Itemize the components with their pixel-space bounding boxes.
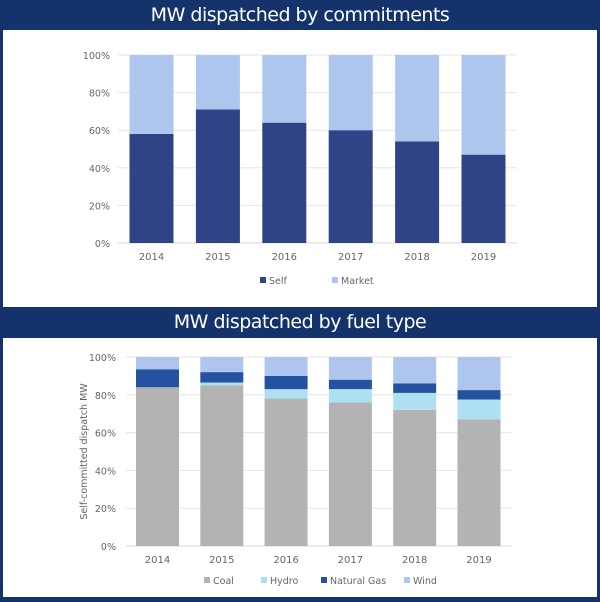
x-tick-label: 2019 (466, 555, 491, 566)
y-tick-label: 100% (83, 51, 110, 62)
bar-market-2019 (461, 55, 506, 155)
bar-wind-2017 (328, 357, 372, 380)
bar-natural-gas-2015 (200, 372, 244, 383)
legend-label-market: Market (341, 276, 374, 287)
bar-hydro-2017 (328, 389, 372, 403)
legend-swatch-self (260, 277, 266, 283)
bar-hydro-2019 (457, 399, 501, 420)
chart-2-title: MW dispatched by fuel type (173, 311, 427, 333)
legend-swatch-natural-gas (321, 577, 327, 583)
x-tick-label: 2017 (338, 555, 363, 566)
bar-coal-2016 (264, 398, 308, 546)
legend-swatch-market (332, 277, 338, 283)
bar-hydro-2015 (200, 382, 244, 386)
y-tick-label: 80% (89, 89, 110, 100)
bar-market-2015 (195, 55, 240, 110)
bar-self-2018 (395, 141, 440, 243)
x-tick-label: 2014 (139, 252, 164, 263)
bar-natural-gas-2014 (136, 369, 179, 388)
bar-natural-gas-2018 (393, 383, 437, 393)
y-axis-title: Self-committed dispatch MW (79, 383, 90, 520)
bar-wind-2016 (264, 357, 308, 376)
y-tick-label: 60% (89, 126, 110, 137)
bar-market-2017 (328, 55, 373, 131)
x-tick-label: 2017 (338, 252, 363, 263)
legend-label-coal: Coal (213, 576, 234, 587)
bar-coal-2017 (328, 402, 372, 546)
legend-swatch-wind (404, 577, 410, 583)
chart-1-title-bar: MW dispatched by commitments (0, 0, 600, 30)
y-tick-label: 0% (101, 542, 116, 553)
bar-self-2014 (129, 133, 174, 243)
bar-natural-gas-2019 (457, 390, 501, 400)
bar-self-2019 (461, 154, 506, 243)
x-tick-label: 2015 (205, 252, 230, 263)
bar-self-2015 (195, 109, 240, 244)
bar-wind-2019 (457, 357, 501, 391)
bar-self-2016 (262, 122, 307, 243)
bar-wind-2014 (136, 357, 179, 370)
bar-market-2016 (262, 55, 307, 123)
chart-1-panel: 0% 20% 40% 60% 80% 100% 2014 2015 2016 2017 2018 20… (3, 30, 597, 307)
chart-2-svg: 0% 20% 40% 60% 80% 100% 2014 2015 2016 2017 2018 20… (79, 353, 511, 587)
bar-self-2017 (328, 130, 373, 243)
x-tick-label: 2016 (272, 252, 297, 263)
x-tick-label: 2014 (145, 555, 170, 566)
x-tick-label: 2015 (209, 555, 234, 566)
legend-label-self: Self (269, 276, 288, 287)
bar-wind-2015 (200, 357, 244, 373)
legend-label-natural-gas: Natural Gas (330, 576, 386, 587)
bar-coal-2019 (457, 419, 501, 546)
x-tick-label: 2018 (404, 252, 429, 263)
legend-label-hydro: Hydro (270, 576, 298, 587)
chart-2-panel: 0% 20% 40% 60% 80% 100% 2014 2015 2016 2017 2018 20… (3, 338, 597, 597)
bar-hydro-2016 (264, 389, 308, 399)
y-tick-label: 100% (89, 353, 116, 364)
chart-1-title: MW dispatched by commitments (150, 4, 450, 26)
bar-hydro-2018 (393, 392, 437, 410)
y-tick-label: 80% (95, 391, 116, 402)
legend-swatch-hydro (261, 577, 267, 583)
x-tick-label: 2016 (273, 555, 298, 566)
chart-1-svg: 0% 20% 40% 60% 80% 100% 2014 2015 2016 2017 2018 20… (83, 51, 517, 287)
x-tick-label: 2018 (402, 555, 427, 566)
bar-wind-2018 (393, 357, 437, 384)
x-tick-label: 2019 (471, 252, 496, 263)
bar-market-2014 (129, 55, 174, 134)
bar-market-2018 (395, 55, 440, 142)
chart-2-title-bar: MW dispatched by fuel type (0, 307, 600, 338)
bar-coal-2014 (136, 387, 179, 546)
y-tick-label: 40% (95, 466, 116, 477)
bar-coal-2015 (200, 385, 244, 546)
legend-swatch-coal (204, 577, 210, 583)
bar-natural-gas-2016 (264, 375, 308, 390)
bar-natural-gas-2017 (328, 379, 372, 390)
y-tick-label: 0% (95, 239, 110, 250)
y-tick-label: 60% (95, 429, 116, 440)
y-tick-label: 40% (89, 164, 110, 175)
y-tick-label: 20% (89, 201, 110, 212)
bar-coal-2018 (393, 409, 437, 546)
y-tick-label: 20% (95, 504, 116, 515)
legend-label-wind: Wind (413, 576, 437, 587)
